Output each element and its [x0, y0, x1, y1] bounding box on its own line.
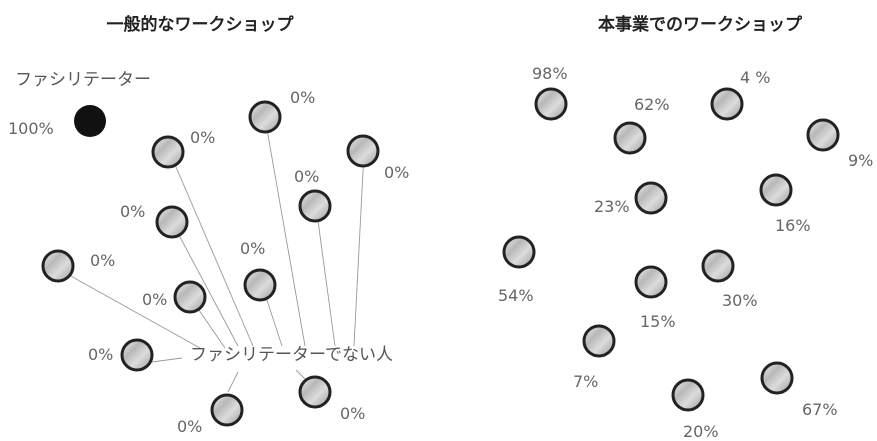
facilitator-label: ファシリテーター — [15, 70, 151, 90]
participant-value: 0% — [340, 404, 365, 423]
participant-value: 54% — [498, 286, 534, 305]
participant-value: 67% — [802, 400, 838, 419]
participant-node — [248, 100, 282, 134]
participant-node — [210, 393, 244, 427]
non-facilitator-label: ファシリテーターでない人 — [190, 345, 393, 365]
participant-value: 0% — [190, 128, 215, 147]
participant-node — [155, 205, 189, 239]
right-panel-title: 本事業でのワークショップ — [598, 14, 803, 35]
participant-node — [298, 375, 332, 409]
facilitator-value: 100% — [8, 119, 54, 138]
participant-value: 4 % — [740, 68, 770, 87]
participant-node — [243, 268, 277, 302]
left-panel-title: 一般的なワークショップ — [107, 14, 295, 35]
participant-value: 20% — [683, 422, 719, 441]
participant-value: 62% — [634, 95, 670, 114]
participant-value: 0% — [290, 88, 315, 107]
participant-node — [173, 280, 207, 314]
participant-node — [613, 121, 647, 155]
participant-value: 0% — [294, 167, 319, 186]
participant-value: 0% — [120, 202, 145, 221]
participant-value: 9% — [848, 151, 873, 170]
participant-value: 0% — [240, 239, 265, 258]
participant-node — [346, 134, 380, 168]
participant-node — [120, 338, 154, 372]
participant-node — [634, 181, 668, 215]
participant-node — [759, 173, 793, 207]
participant-node — [760, 361, 794, 395]
participant-node — [806, 118, 840, 152]
participant-value: 30% — [722, 291, 758, 310]
participant-node — [710, 87, 744, 121]
facilitator-node — [74, 105, 106, 137]
participant-node — [634, 265, 668, 299]
participant-value: 15% — [640, 312, 676, 331]
participant-node — [701, 249, 735, 283]
participant-node — [298, 189, 332, 223]
participant-node — [502, 235, 536, 269]
participant-node — [534, 87, 568, 121]
participant-node — [41, 249, 75, 283]
participant-node — [671, 378, 705, 412]
participant-value: 7% — [573, 372, 598, 391]
participant-node — [582, 324, 616, 358]
left-participants: 0% 0% 0% 0% 0% 0% 0% 0% 0% 0% 0% — [41, 88, 409, 436]
participant-value: 98% — [532, 64, 568, 83]
right-participants: 98% 62% 4 % 9% 23% 16% 54% 15% 30% 7% 20… — [498, 64, 873, 441]
participant-value: 16% — [775, 216, 811, 235]
participant-value: 0% — [384, 163, 409, 182]
participant-value: 0% — [177, 417, 202, 436]
participant-node — [151, 135, 185, 169]
participant-value: 0% — [88, 345, 113, 364]
participant-value: 23% — [594, 197, 630, 216]
participant-value: 0% — [90, 251, 115, 270]
participant-value: 0% — [142, 290, 167, 309]
